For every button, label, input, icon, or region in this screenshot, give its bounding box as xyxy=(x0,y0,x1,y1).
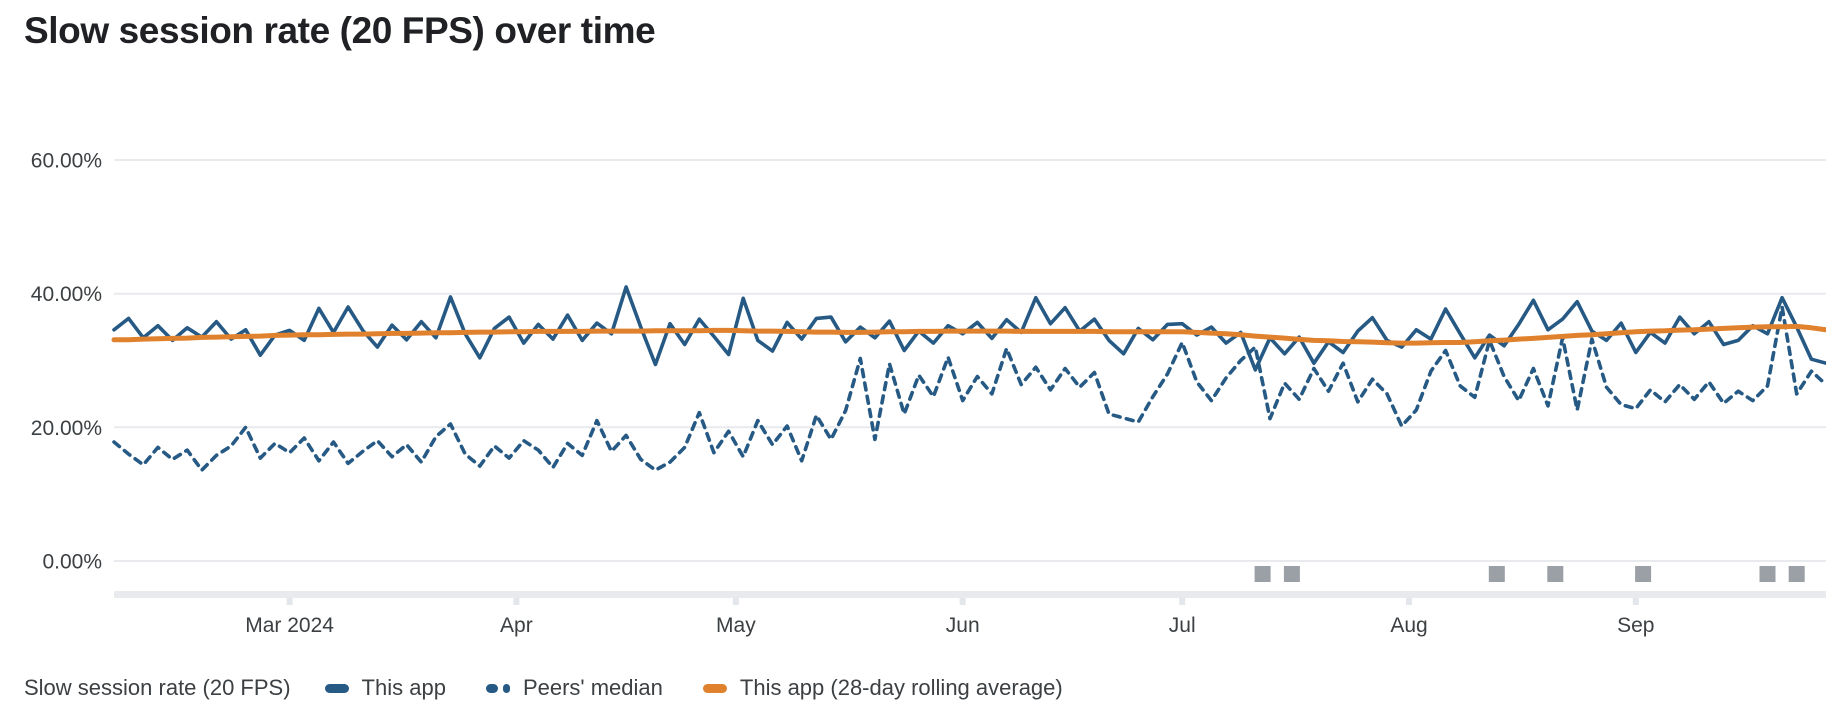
legend-item-label: This app (28-day rolling average) xyxy=(739,675,1063,700)
y-axis-label: 60.00% xyxy=(31,150,102,173)
event-marker[interactable] xyxy=(1788,566,1805,582)
legend-item-this-app: This app xyxy=(324,675,446,701)
x-axis-label: Jul xyxy=(1169,614,1196,637)
x-axis-label: Mar 2024 xyxy=(245,614,334,637)
legend-item-rolling-average: This app (28-day rolling average) xyxy=(702,675,1063,701)
event-marker[interactable] xyxy=(1547,566,1564,582)
event-marker[interactable] xyxy=(1635,566,1652,582)
y-axis-label: 0.00% xyxy=(42,551,102,574)
event-marker[interactable] xyxy=(1488,566,1505,582)
event-marker[interactable] xyxy=(1254,566,1271,582)
legend-item-label: This app xyxy=(361,675,446,700)
chart-legend: Slow session rate (20 FPS) This app Peer… xyxy=(24,672,1063,704)
this-app-line-icon xyxy=(324,683,349,693)
page-title: Slow session rate (20 FPS) over time xyxy=(24,10,656,51)
peers-median-line-icon xyxy=(485,683,510,693)
series-line-rolling-average xyxy=(111,323,1826,346)
x-axis-label: May xyxy=(716,614,756,637)
x-axis-line xyxy=(114,591,1826,598)
event-marker[interactable] xyxy=(1283,566,1300,582)
event-marker[interactable] xyxy=(1759,566,1776,582)
x-axis-label: Apr xyxy=(500,614,533,637)
legend-item-peers-median: Peers' median xyxy=(485,675,663,701)
x-axis-label: Aug xyxy=(1390,614,1427,637)
y-axis-label: 40.00% xyxy=(31,283,102,306)
rolling-average-line-icon xyxy=(702,683,727,693)
series-line-peers-median xyxy=(112,305,1826,472)
x-axis-label: Jun xyxy=(946,614,980,637)
series-line-this-app xyxy=(112,285,1826,372)
legend-caption: Slow session rate (20 FPS) xyxy=(24,675,291,700)
x-axis-label: Sep xyxy=(1617,614,1654,637)
legend-item-label: Peers' median xyxy=(522,675,663,700)
y-axis-label: 20.00% xyxy=(31,417,102,440)
slow-session-rate-chart[interactable]: 0.00% 20.00% 40.00% 60.00% Mar 2024 Apr May Jun… xyxy=(0,0,1826,660)
